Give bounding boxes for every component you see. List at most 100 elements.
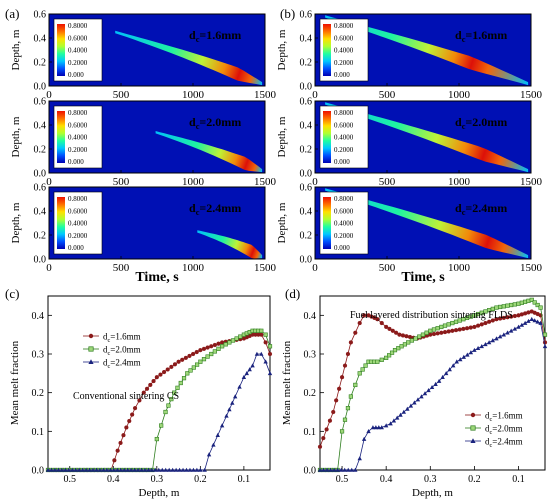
x-tick-label: 0 xyxy=(46,176,52,188)
heatmap-panel-b1: 0.8000 0.6000 0.4000 0.2000 0.000 dc=1.6mm 0 50… xyxy=(276,10,543,102)
colorbar-tick-label: 0.2000 xyxy=(68,59,88,67)
heatmap-frame xyxy=(314,100,532,174)
x-tick-label: 0.4 xyxy=(380,474,393,485)
y-tick-label: 0.3 xyxy=(32,350,45,361)
data-point xyxy=(419,394,424,399)
panel-label-c: (c) xyxy=(5,286,19,301)
data-point xyxy=(59,467,65,472)
data-point xyxy=(254,351,260,356)
data-point xyxy=(384,355,389,360)
x-tick-label: 0.5 xyxy=(64,474,77,485)
panel-label-d: (d) xyxy=(285,286,300,301)
data-point xyxy=(505,303,510,308)
x-tick-label: 1000 xyxy=(448,176,471,188)
colorbar-tick-label: 0.8000 xyxy=(68,22,88,30)
colorbar-tick-label: 0.8000 xyxy=(68,195,88,203)
x-tick-label: 1000 xyxy=(182,262,205,274)
data-point xyxy=(259,328,264,333)
data-point xyxy=(209,351,214,357)
data-point xyxy=(97,467,103,472)
data-point xyxy=(191,365,196,370)
x-tick-label: 0 xyxy=(312,262,318,274)
colorbar-tick-label: 0.6000 xyxy=(68,207,88,215)
data-point xyxy=(328,467,333,472)
y-axis-label: Mean melt fraction xyxy=(9,340,21,425)
colorbar-tick-label: 0.000 xyxy=(68,158,84,166)
y-tick-label: 0.4 xyxy=(34,34,47,45)
data-point xyxy=(181,376,187,381)
data-point xyxy=(177,467,182,472)
data-point xyxy=(342,417,348,422)
data-point xyxy=(366,429,371,434)
data-point xyxy=(412,400,417,405)
data-point xyxy=(342,363,348,368)
legend-marker xyxy=(88,346,94,352)
data-point xyxy=(440,374,445,379)
data-point xyxy=(160,467,165,472)
data-point xyxy=(165,367,170,372)
data-point xyxy=(501,332,507,337)
data-point xyxy=(529,297,534,302)
plot-frame xyxy=(47,295,271,471)
data-point xyxy=(388,421,393,426)
x-tick-label: 1500 xyxy=(520,176,543,188)
data-point xyxy=(387,326,392,331)
data-point xyxy=(446,322,451,327)
y-tick-label: 0.0 xyxy=(300,255,313,266)
colorbar-tick-label: 0.6000 xyxy=(334,121,354,129)
data-point xyxy=(472,347,477,352)
y-axis-label: Depth, m xyxy=(276,29,288,70)
data-point xyxy=(148,382,153,388)
data-point xyxy=(379,320,384,326)
data-point xyxy=(169,364,174,369)
data-point xyxy=(188,368,193,373)
y-tick-label: 0.0 xyxy=(32,466,45,477)
data-point xyxy=(259,351,264,356)
data-point xyxy=(468,325,473,330)
data-point xyxy=(83,467,89,472)
data-point xyxy=(360,367,365,372)
data-point xyxy=(357,371,362,376)
x-tick-label: 500 xyxy=(379,89,396,101)
y-axis-label: Depth, m xyxy=(10,116,22,157)
y-tick-label: 0.6 xyxy=(300,97,313,108)
data-point xyxy=(175,385,180,390)
x-tick-label: 1000 xyxy=(182,176,205,188)
heatmap-band xyxy=(115,30,263,86)
data-point xyxy=(187,467,193,472)
data-point xyxy=(151,378,156,384)
data-point xyxy=(479,343,484,349)
data-point xyxy=(232,394,238,399)
data-point xyxy=(194,349,199,355)
legend-marker xyxy=(470,412,476,418)
data-point xyxy=(442,323,448,328)
data-point xyxy=(224,413,229,418)
data-point xyxy=(227,407,232,412)
colorbar-tick-label: 0.6000 xyxy=(334,207,354,215)
colorbar-tick-label: 0.2000 xyxy=(68,232,88,240)
data-point xyxy=(185,371,190,376)
data-point xyxy=(198,359,203,364)
data-point xyxy=(375,359,380,364)
y-axis-label: Depth, m xyxy=(276,202,288,243)
colorbar-tick-label: 0.6000 xyxy=(68,121,88,129)
data-point xyxy=(461,326,466,331)
data-point xyxy=(317,467,323,472)
data-point xyxy=(428,328,433,333)
x-tick-label: 1000 xyxy=(448,89,471,101)
colorbar-tick-label: 0.2000 xyxy=(68,146,88,154)
data-point xyxy=(373,425,379,430)
data-point xyxy=(144,386,150,391)
data-point xyxy=(180,357,185,362)
data-point xyxy=(216,341,221,346)
data-point xyxy=(461,354,467,359)
particle-size-label: dc=2.4mm xyxy=(455,201,507,217)
data-point xyxy=(101,467,106,472)
heatmap-band xyxy=(325,15,529,86)
data-point xyxy=(220,340,225,345)
data-point xyxy=(398,412,403,417)
data-point xyxy=(472,324,477,330)
data-point xyxy=(121,467,127,472)
data-point xyxy=(127,418,132,424)
data-point xyxy=(158,372,163,377)
